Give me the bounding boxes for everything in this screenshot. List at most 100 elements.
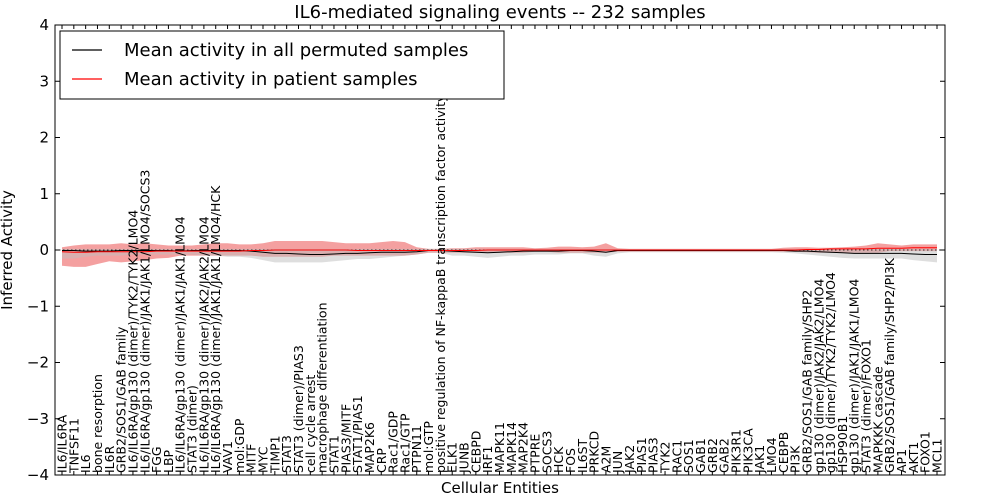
x-category-label: IL6R bbox=[102, 445, 117, 473]
x-category-label: IL6/IL6RA/gp130 (dimer)/JAK1/JAK1/LMO4 bbox=[173, 216, 188, 473]
x-category-label: GRB2/SOS1/GAB family/SHP2 bbox=[799, 290, 814, 473]
band-permuted bbox=[62, 248, 937, 263]
x-category-label: FOXO1 bbox=[918, 431, 933, 473]
y-tick-label: −3 bbox=[27, 410, 49, 428]
x-category-label: A2M bbox=[598, 446, 613, 473]
x-category-label: IL6 bbox=[78, 454, 93, 473]
x-category-label: STAT3 (dimer) bbox=[185, 385, 200, 473]
x-category-label: bone resorption bbox=[90, 374, 105, 473]
x-category-label: MCL1 bbox=[930, 439, 945, 473]
x-category-label: PIK3CA bbox=[740, 428, 755, 473]
legend-frame bbox=[59, 30, 505, 100]
x-category-label: PIAS3 bbox=[646, 437, 661, 473]
y-ticks: −4 −3 −2 −1 0 1 2 3 4 bbox=[27, 16, 945, 484]
x-category-label: PTPN11 bbox=[409, 425, 424, 473]
x-category-label: HSP90B1 bbox=[835, 416, 850, 473]
x-category-label: MAP2K4 bbox=[516, 422, 531, 473]
x-category-label: GAB1 bbox=[693, 438, 708, 473]
y-tick-label: 1 bbox=[39, 185, 49, 203]
bands-layer bbox=[62, 241, 937, 267]
band-patient bbox=[62, 241, 937, 267]
x-category-label: MAP2K6 bbox=[362, 422, 377, 473]
series-line-permuted bbox=[62, 250, 937, 255]
x-category-label: IL6/IL6RA/gp130 (dimer)/JAK2/JAK2/LMO4 bbox=[196, 216, 211, 473]
x-category-label: JAK1 bbox=[752, 445, 767, 474]
x-category-label: IL6/IL6RA/gp130 (dimer)/TYK2/TYK2/LMO4 bbox=[125, 210, 140, 473]
x-category-label: IL6/IL6RA/gp130 (dimer)/JAK1/JAK1/LMO4/S… bbox=[137, 170, 152, 473]
x-category-label: JAK2 bbox=[622, 445, 637, 474]
series-line-patient bbox=[61, 247, 937, 253]
plot-frame bbox=[54, 24, 946, 476]
y-tick-label: 4 bbox=[39, 16, 49, 34]
x-category-label: cell cycle arrest bbox=[303, 375, 318, 473]
series-layer bbox=[61, 247, 937, 255]
x-category-label: PIAS3/MITF bbox=[338, 404, 353, 473]
x-category-label: MAPK11 bbox=[492, 422, 507, 473]
x-category-label: TYK2 bbox=[658, 442, 673, 474]
x-category-label: gp130 (dimer)/TYK2/TYK2/LMO4 bbox=[823, 272, 838, 473]
legend-label-permuted: Mean activity in all permuted samples bbox=[124, 40, 468, 61]
x-category-label: LMO4 bbox=[764, 437, 779, 473]
legend: Mean activity in all permuted samples Me… bbox=[59, 30, 505, 100]
x-category-label: ELK1 bbox=[445, 442, 460, 473]
x-category-label: PRKCD bbox=[587, 431, 602, 473]
y-axis-label: Inferred Activity bbox=[0, 190, 16, 310]
x-category-label: TNFSF11 bbox=[66, 418, 81, 474]
x-category-label: PTPRE bbox=[527, 434, 542, 473]
x-category-label: Rac1/GTP bbox=[397, 413, 412, 473]
y-tick-label: 2 bbox=[39, 129, 49, 147]
x-category-label: GRB2 bbox=[705, 438, 720, 473]
x-category-label: JUN bbox=[610, 451, 625, 474]
y-tick-label: −2 bbox=[27, 354, 49, 372]
x-category-label: STAT3 (dimer)/FOXO1 bbox=[859, 339, 874, 473]
x-category-label: GAB2 bbox=[717, 438, 732, 473]
x-category-label: Rac1/GDP bbox=[386, 411, 401, 473]
x-category-label: mol:GDP bbox=[232, 418, 247, 473]
x-category-label: SOCS3 bbox=[539, 431, 554, 473]
x-category-label: STAT3 bbox=[279, 435, 294, 473]
y-tick-label: −1 bbox=[27, 297, 49, 315]
x-category-label: VAV1 bbox=[220, 441, 235, 473]
legend-label-patient: Mean activity in patient samples bbox=[124, 69, 418, 90]
x-category-label: STAT1/PIAS1 bbox=[350, 395, 365, 473]
x-category-label: positive regulation of NF-kappaB transcr… bbox=[433, 94, 448, 473]
x-category-label: TIMP1 bbox=[267, 435, 282, 474]
x-category-label: PIAS1 bbox=[634, 437, 649, 473]
x-category-label: IL6/IL6RA/gp130 (dimer)/JAK1/JAK1/LMO4/H… bbox=[208, 185, 223, 473]
x-category-label: STAT1 bbox=[326, 435, 341, 473]
x-category-label: SOS1 bbox=[681, 439, 696, 473]
x-axis-label: Cellular Entities bbox=[441, 479, 559, 497]
x-category-label: CRP bbox=[374, 448, 389, 473]
x-category-label: MAPK14 bbox=[504, 422, 519, 473]
x-category-label: MAPKKK cascade bbox=[870, 366, 885, 473]
x-category-label: gp130 (dimer)/JAK1/JAK1/LMO4 bbox=[847, 279, 862, 473]
x-category-label: IRF1 bbox=[480, 445, 495, 473]
x-category-label: STAT3 (dimer)/PIAS3 bbox=[291, 345, 306, 473]
y-tick-label: 0 bbox=[39, 241, 49, 259]
x-category-label: MITF bbox=[244, 444, 259, 473]
x-category-label: IL6/IL6RA bbox=[55, 414, 70, 473]
x-category-label: LBP bbox=[161, 449, 176, 473]
x-category-label: FGG bbox=[149, 446, 164, 473]
x-category-label: RAC1 bbox=[669, 440, 684, 473]
x-category-label: IL6ST bbox=[575, 438, 590, 473]
x-category-label: HCK bbox=[551, 446, 566, 473]
x-category-label: MYC bbox=[256, 446, 271, 473]
x-category-label: macrophage differentiation bbox=[315, 302, 330, 473]
x-category-label: GRB2/SOS1/GAB family/SHP2/PI3K bbox=[882, 257, 897, 473]
chart-title: IL6-mediated signaling events -- 232 sam… bbox=[294, 2, 705, 23]
x-category-label: CEBPD bbox=[468, 431, 483, 473]
x-category-label: JUNB bbox=[457, 442, 472, 474]
x-category-label: PIK3R1 bbox=[728, 429, 743, 473]
x-category-label: mol:GTP bbox=[421, 421, 436, 473]
x-category-label: AP1 bbox=[894, 449, 909, 473]
x-category-label: FOS bbox=[563, 448, 578, 473]
x-category-label: PI3K bbox=[788, 445, 803, 473]
x-category-label: GRB2/SOS1/GAB family bbox=[114, 326, 129, 473]
x-category-label: CEBPB bbox=[776, 432, 791, 473]
x-category-label: AKT1 bbox=[906, 442, 921, 473]
x-category-label: gp130 (dimer)/JAK2/JAK2/LMO4 bbox=[811, 279, 826, 473]
y-tick-label: 3 bbox=[39, 72, 49, 90]
